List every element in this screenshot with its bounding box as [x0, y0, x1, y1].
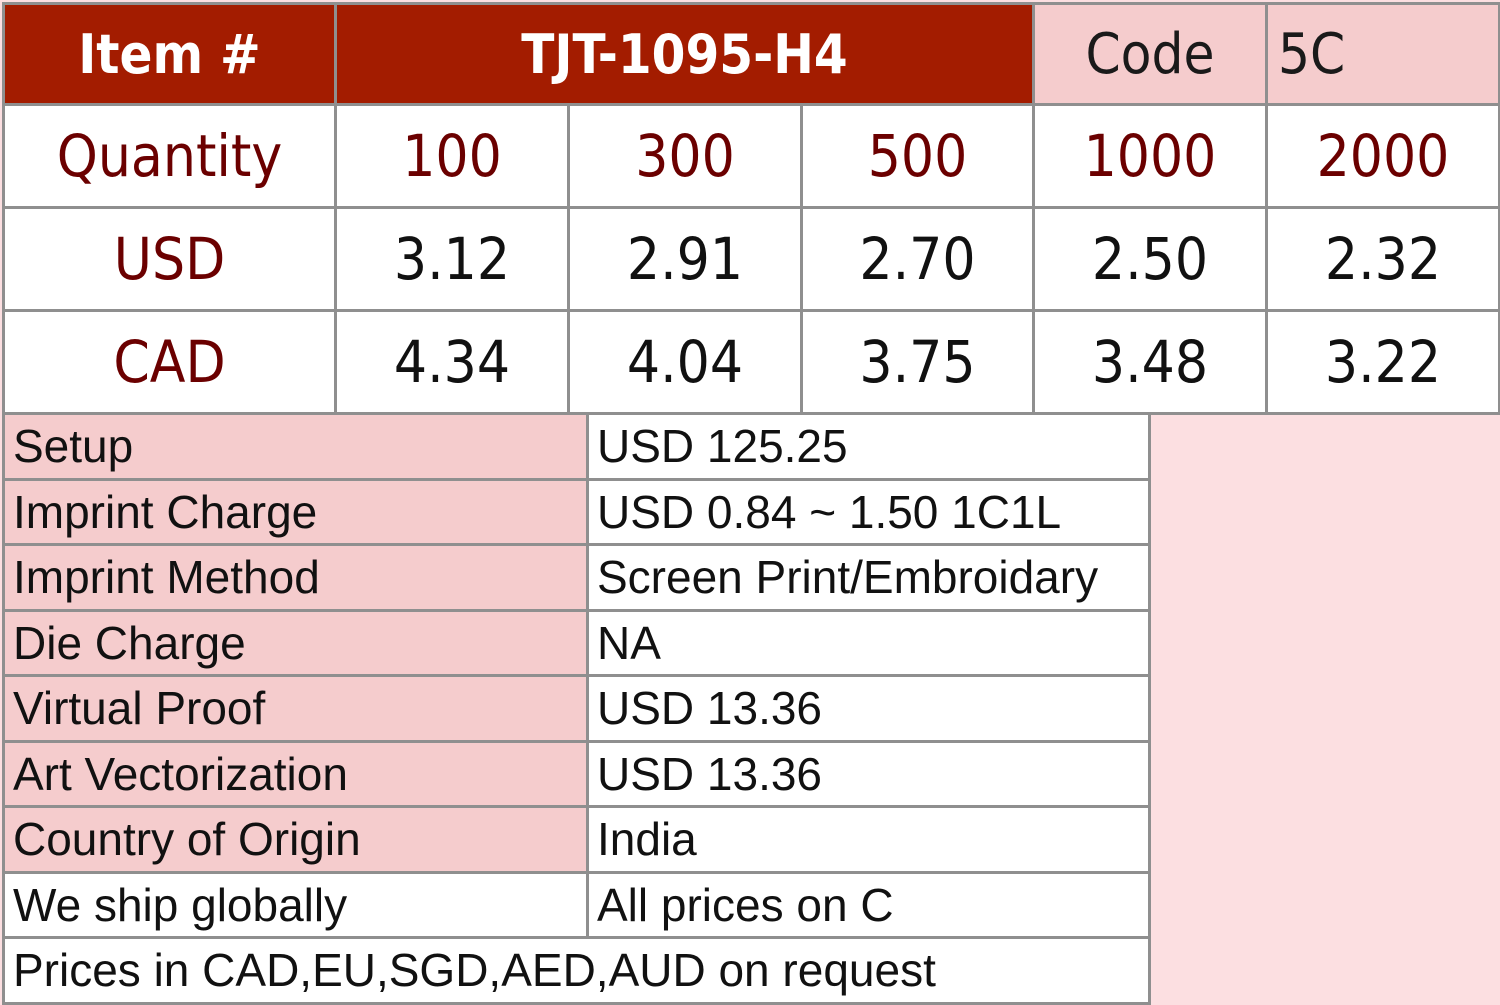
- code-label: Code: [1032, 2, 1268, 106]
- price-cell: 4.34: [334, 309, 570, 415]
- info-row: Art Vectorization USD 13.36: [2, 739, 1151, 808]
- price-cell: 2.70: [800, 206, 1035, 312]
- info-row: Die Charge NA: [2, 608, 1151, 677]
- quantity-cell: 500: [800, 103, 1035, 209]
- info-label: Setup: [2, 412, 589, 481]
- info-row: Imprint Charge USD 0.84 ~ 1.50 1C1L: [2, 477, 1151, 546]
- price-cell: 2.32: [1265, 206, 1500, 312]
- price-cell: 3.48: [1032, 309, 1268, 415]
- info-row: We ship globally All prices on C: [2, 870, 1151, 939]
- info-label: Die Charge: [2, 608, 589, 677]
- info-value: NA: [586, 608, 1151, 677]
- item-label: Item #: [2, 2, 337, 106]
- quantity-row: Quantity 100 300 500 1000 2000: [2, 103, 1500, 209]
- info-value: India: [586, 805, 1151, 874]
- info-row: Country of Origin India: [2, 805, 1151, 874]
- currency-label: CAD: [2, 309, 337, 415]
- header-row: Item # TJT-1095-H4 Code 5C: [2, 2, 1500, 106]
- price-table: Item # TJT-1095-H4 Code 5C Quantity 100 …: [2, 2, 1500, 415]
- item-number: TJT-1095-H4: [334, 2, 1035, 106]
- price-cell: 4.04: [567, 309, 803, 415]
- quantity-cell: 2000: [1265, 103, 1500, 209]
- info-row: Virtual Proof USD 13.36: [2, 674, 1151, 743]
- currency-label: USD: [2, 206, 337, 312]
- info-value: USD 13.36: [586, 739, 1151, 808]
- code-value: 5C: [1265, 2, 1500, 106]
- info-value: USD 13.36: [586, 674, 1151, 743]
- info-label: We ship globally: [2, 870, 589, 939]
- price-row-usd: USD 3.12 2.91 2.70 2.50 2.32: [2, 206, 1500, 312]
- price-row-cad: CAD 4.34 4.04 3.75 3.48 3.22: [2, 309, 1500, 415]
- info-label: Art Vectorization: [2, 739, 589, 808]
- quantity-label: Quantity: [2, 103, 337, 209]
- info-label: Country of Origin: [2, 805, 589, 874]
- quantity-cell: 300: [567, 103, 803, 209]
- price-cell: 3.12: [334, 206, 570, 312]
- info-value: USD 0.84 ~ 1.50 1C1L: [586, 477, 1151, 546]
- info-label: Imprint Method: [2, 543, 589, 612]
- info-label: Imprint Charge: [2, 477, 589, 546]
- price-cell: 3.22: [1265, 309, 1500, 415]
- info-row: Setup USD 125.25: [2, 412, 1151, 481]
- info-value: Screen Print/Embroidary: [586, 543, 1151, 612]
- price-cell: 3.75: [800, 309, 1035, 415]
- info-value: All prices on C: [586, 870, 1151, 939]
- quantity-cell: 1000: [1032, 103, 1268, 209]
- info-footer: Prices in CAD,EU,SGD,AED,AUD on request: [2, 936, 1151, 1005]
- info-value: USD 125.25: [586, 412, 1151, 481]
- info-table: Setup USD 125.25 Imprint Charge USD 0.84…: [2, 412, 1151, 1005]
- info-row: Imprint Method Screen Print/Embroidary: [2, 543, 1151, 612]
- price-cell: 2.50: [1032, 206, 1268, 312]
- price-cell: 2.91: [567, 206, 803, 312]
- info-footer-row: Prices in CAD,EU,SGD,AED,AUD on request: [2, 936, 1151, 1005]
- quantity-cell: 100: [334, 103, 570, 209]
- info-label: Virtual Proof: [2, 674, 589, 743]
